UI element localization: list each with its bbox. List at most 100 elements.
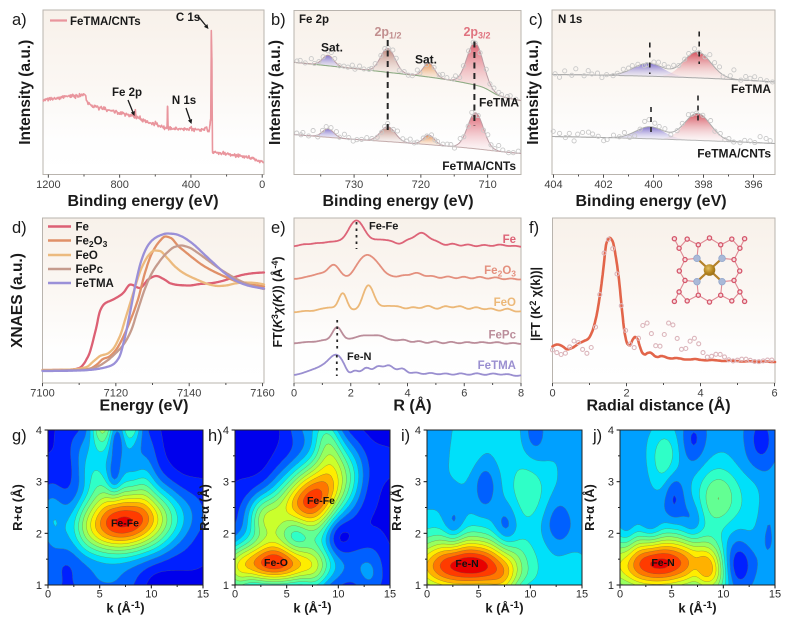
svg-text:6: 6: [461, 388, 467, 400]
svg-text:4: 4: [608, 425, 614, 437]
svg-text:Sat.: Sat.: [321, 41, 343, 55]
svg-text:Fe-N: Fe-N: [455, 558, 478, 570]
svg-text:b): b): [271, 11, 286, 29]
svg-text:2: 2: [623, 388, 629, 400]
svg-text:Energy (eV): Energy (eV): [100, 398, 189, 415]
svg-text:R+α (Å): R+α (Å): [10, 484, 25, 531]
svg-text:d): d): [12, 219, 27, 237]
svg-text:e): e): [271, 219, 286, 237]
svg-text:5: 5: [669, 589, 675, 601]
svg-text:|FT (K2 χ(k))|: |FT (K2 χ(k))|: [528, 267, 543, 341]
svg-text:FeO: FeO: [494, 297, 516, 309]
svg-text:3: 3: [223, 477, 229, 489]
svg-text:C 1s: C 1s: [176, 12, 200, 24]
svg-text:15: 15: [197, 589, 209, 601]
svg-text:400: 400: [182, 179, 200, 191]
svg-text:FeTMA: FeTMA: [479, 96, 519, 110]
svg-text:R+α (Å): R+α (Å): [582, 484, 597, 531]
svg-text:j): j): [592, 427, 602, 445]
svg-text:730: 730: [345, 179, 363, 191]
svg-text:10: 10: [524, 589, 536, 601]
svg-text:1: 1: [223, 580, 229, 592]
svg-text:2: 2: [36, 528, 42, 540]
svg-text:Intensity (a.u.): Intensity (a.u.): [525, 40, 542, 145]
svg-text:398: 398: [694, 179, 712, 191]
svg-text:f): f): [529, 219, 539, 237]
svg-text:0: 0: [424, 589, 430, 601]
svg-text:404: 404: [544, 179, 562, 191]
svg-text:5: 5: [284, 589, 290, 601]
svg-text:10: 10: [145, 589, 157, 601]
svg-text:4: 4: [697, 388, 703, 400]
svg-text:15: 15: [576, 589, 588, 601]
svg-text:FeTMA: FeTMA: [478, 360, 516, 372]
svg-text:2: 2: [223, 528, 229, 540]
svg-text:396: 396: [744, 179, 762, 191]
svg-text:2: 2: [348, 388, 354, 400]
svg-text:1200: 1200: [36, 179, 60, 191]
svg-text:N 1s: N 1s: [558, 14, 582, 26]
svg-text:720: 720: [412, 179, 430, 191]
svg-text:FePc: FePc: [489, 330, 517, 342]
svg-text:Radial distance (Å): Radial distance (Å): [586, 396, 730, 415]
svg-text:4: 4: [404, 388, 410, 400]
svg-text:Fe 2p: Fe 2p: [112, 87, 142, 99]
svg-text:10: 10: [717, 589, 729, 601]
svg-text:0: 0: [259, 179, 265, 191]
svg-text:6: 6: [771, 388, 777, 400]
svg-text:FePc: FePc: [76, 264, 104, 276]
svg-text:710: 710: [478, 179, 496, 191]
svg-text:FeTMA: FeTMA: [731, 82, 771, 96]
svg-text:2: 2: [608, 528, 614, 540]
svg-text:Intensity (a.u.): Intensity (a.u.): [267, 40, 284, 145]
svg-text:Fe-Fe: Fe-Fe: [307, 495, 335, 507]
svg-text:400: 400: [644, 179, 662, 191]
svg-text:0: 0: [617, 589, 623, 601]
svg-text:15: 15: [384, 589, 396, 601]
svg-text:i): i): [401, 427, 410, 445]
svg-text:4: 4: [415, 425, 421, 437]
svg-text:8: 8: [518, 388, 524, 400]
svg-text:FeTMA/CNTs: FeTMA/CNTs: [70, 16, 141, 28]
svg-text:XNAES (a.u.): XNAES (a.u.): [9, 253, 26, 348]
svg-text:7160: 7160: [250, 388, 274, 400]
svg-text:2: 2: [415, 528, 421, 540]
svg-text:3: 3: [608, 477, 614, 489]
svg-text:3: 3: [36, 477, 42, 489]
svg-text:Fe: Fe: [76, 222, 89, 234]
svg-text:4: 4: [36, 425, 42, 437]
svg-text:800: 800: [110, 179, 128, 191]
svg-text:0: 0: [549, 388, 555, 400]
svg-text:3: 3: [415, 477, 421, 489]
svg-text:1: 1: [36, 580, 42, 592]
svg-text:h): h): [208, 427, 223, 445]
svg-text:0: 0: [45, 589, 51, 601]
svg-text:7100: 7100: [30, 388, 54, 400]
svg-text:402: 402: [594, 179, 612, 191]
svg-text:FT(K3χ(K)) (Å-4): FT(K3χ(K)) (Å-4): [270, 256, 285, 347]
svg-text:Fe2O3: Fe2O3: [76, 236, 108, 250]
svg-text:Binding energy (eV): Binding energy (eV): [575, 193, 726, 210]
svg-text:FeTMA: FeTMA: [76, 278, 114, 290]
svg-text:FeTMA/CNTs: FeTMA/CNTs: [442, 159, 516, 173]
svg-text:Fe2O3: Fe2O3: [484, 265, 516, 279]
svg-text:Binding energy (eV): Binding energy (eV): [67, 193, 218, 210]
svg-text:Fe-Fe: Fe-Fe: [111, 518, 139, 530]
svg-text:1: 1: [608, 580, 614, 592]
svg-text:0: 0: [232, 589, 238, 601]
svg-text:c): c): [529, 11, 543, 29]
svg-text:Fe-N: Fe-N: [651, 557, 674, 569]
svg-text:5: 5: [476, 589, 482, 601]
svg-text:0: 0: [291, 388, 297, 400]
svg-text:R+α (Å): R+α (Å): [197, 484, 212, 531]
svg-text:FeTMA/CNTs: FeTMA/CNTs: [697, 147, 771, 161]
svg-text:Fe 2p: Fe 2p: [299, 14, 329, 26]
svg-text:15: 15: [769, 589, 781, 601]
svg-text:R (Å): R (Å): [393, 396, 431, 415]
svg-text:7140: 7140: [177, 388, 201, 400]
svg-text:Fe-O: Fe-O: [264, 557, 288, 569]
svg-text:Fe-Fe: Fe-Fe: [369, 221, 398, 233]
svg-text:4: 4: [223, 425, 229, 437]
svg-text:Sat.: Sat.: [415, 53, 437, 67]
svg-text:5: 5: [97, 589, 103, 601]
